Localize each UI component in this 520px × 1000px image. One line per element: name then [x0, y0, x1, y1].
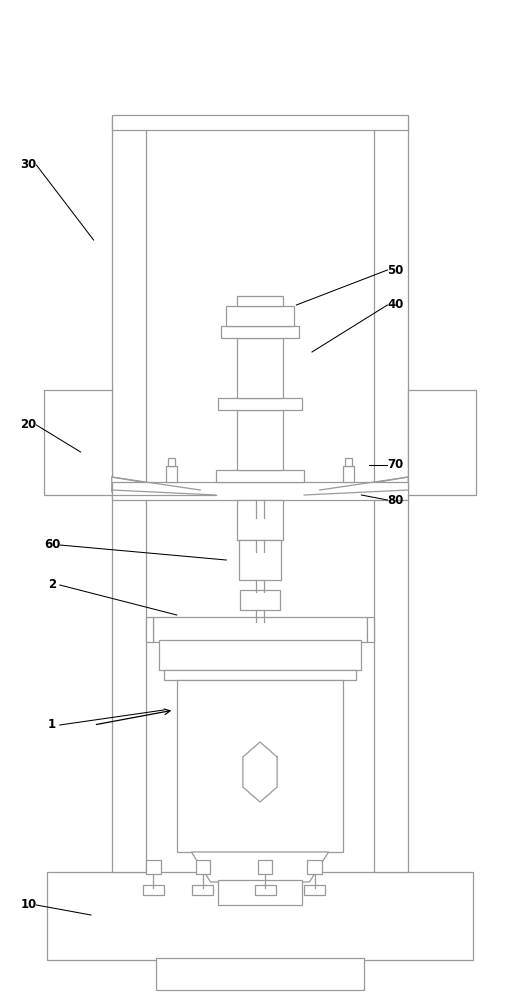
- Bar: [237, 338, 283, 398]
- Bar: [408, 390, 476, 495]
- Text: 10: 10: [20, 898, 37, 912]
- Text: 1: 1: [48, 718, 56, 732]
- Text: 80: 80: [387, 493, 404, 506]
- Bar: [156, 958, 364, 990]
- Bar: [239, 540, 281, 580]
- Bar: [367, 617, 374, 642]
- Text: 70: 70: [387, 458, 404, 472]
- Text: 40: 40: [387, 298, 404, 312]
- Bar: [143, 885, 164, 895]
- Bar: [258, 860, 272, 874]
- Bar: [307, 860, 322, 874]
- Bar: [374, 117, 408, 872]
- Text: 60: 60: [44, 538, 60, 552]
- Bar: [192, 885, 213, 895]
- Text: 50: 50: [387, 263, 404, 276]
- Bar: [255, 885, 276, 895]
- Bar: [177, 680, 343, 852]
- Polygon shape: [191, 852, 329, 882]
- Bar: [112, 115, 408, 130]
- Bar: [218, 880, 302, 905]
- Bar: [226, 306, 294, 326]
- Polygon shape: [112, 477, 200, 495]
- Bar: [146, 860, 161, 874]
- Bar: [47, 872, 473, 960]
- Bar: [240, 590, 280, 610]
- Bar: [112, 117, 146, 872]
- Text: 20: 20: [20, 418, 37, 432]
- Bar: [237, 296, 283, 306]
- Polygon shape: [320, 477, 408, 495]
- Text: 30: 30: [20, 158, 37, 172]
- Bar: [237, 500, 283, 540]
- Bar: [196, 860, 210, 874]
- Bar: [112, 482, 408, 500]
- Bar: [153, 617, 367, 642]
- Text: 2: 2: [48, 578, 56, 591]
- Bar: [345, 458, 352, 466]
- Bar: [159, 640, 361, 670]
- Bar: [146, 617, 153, 642]
- Bar: [304, 885, 325, 895]
- Bar: [343, 466, 354, 482]
- Bar: [218, 398, 302, 410]
- Bar: [164, 670, 356, 680]
- Bar: [166, 466, 177, 482]
- Bar: [216, 470, 304, 482]
- Bar: [237, 410, 283, 470]
- Bar: [221, 326, 299, 338]
- Bar: [44, 390, 112, 495]
- Bar: [168, 458, 175, 466]
